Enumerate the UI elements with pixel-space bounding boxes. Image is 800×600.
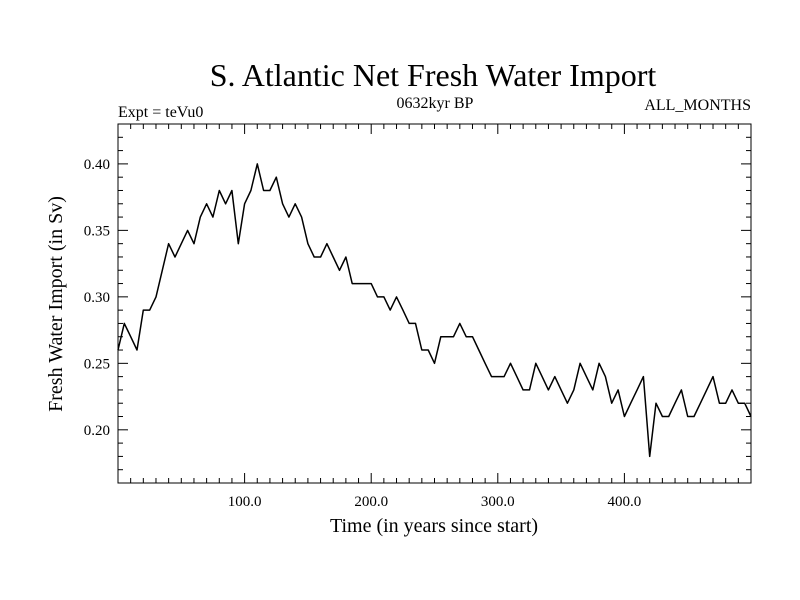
fresh-water-import-line: [117, 163, 752, 458]
x-axis-label: Time (in years since start): [330, 515, 538, 537]
chart-title: S. Atlantic Net Fresh Water Import: [210, 57, 657, 93]
x-axis-ticks: [130, 124, 739, 483]
y-tick-label: 0.20: [84, 423, 110, 439]
months-label: ALL_MONTHS: [644, 97, 751, 114]
x-tick-label: 400.0: [608, 494, 642, 510]
y-tick-label: 0.35: [84, 223, 110, 239]
x-tick-label: 300.0: [481, 494, 515, 510]
x-tick-label: 100.0: [228, 494, 262, 510]
x-axis-tick-labels: 100.0 200.0 300.0 400.0: [228, 494, 642, 510]
x-tick-label: 200.0: [354, 494, 388, 510]
plot-frame: [117, 123, 752, 484]
y-tick-label: 0.25: [84, 356, 110, 372]
y-axis-ticks: [118, 136, 751, 471]
y-tick-label: 0.40: [84, 157, 110, 173]
experiment-label: Expt = teVu0: [118, 104, 203, 121]
y-axis-tick-labels: 0.20 0.25 0.30 0.35 0.40: [84, 157, 110, 439]
y-tick-label: 0.30: [84, 290, 110, 306]
period-label: 0632kyr BP: [397, 95, 474, 112]
y-axis-label: Fresh Water Import (in Sv): [45, 196, 67, 412]
